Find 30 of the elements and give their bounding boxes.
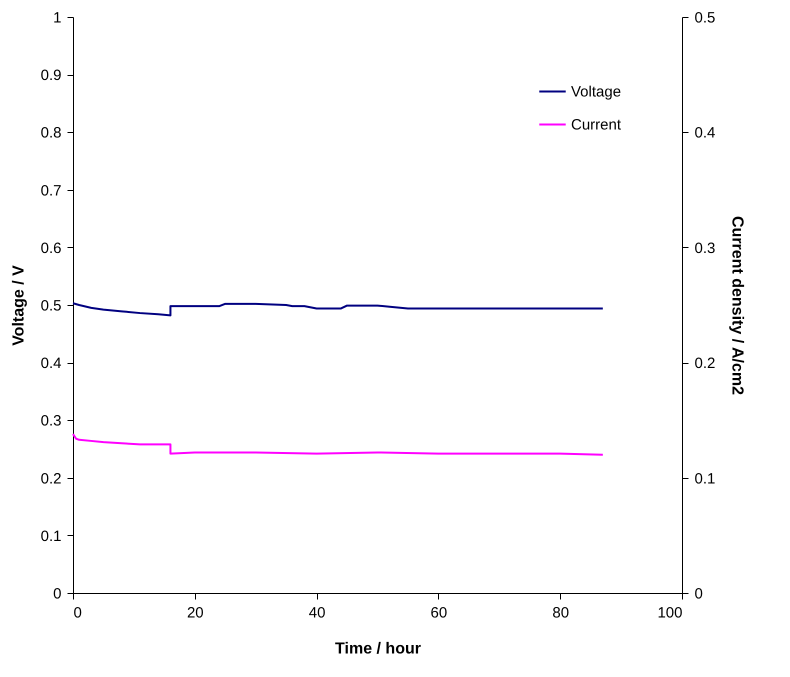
x-tick-label: 100 xyxy=(657,604,682,622)
legend-label: Voltage xyxy=(571,84,622,100)
x-tick-label: 60 xyxy=(430,604,448,622)
x-tick-label: 0 xyxy=(74,604,82,622)
y2-tick-label: 0.4 xyxy=(694,124,716,142)
x-axis-title: Time / hour xyxy=(335,640,421,658)
line-series xyxy=(72,302,604,316)
y-tick-label: 0.1 xyxy=(40,528,62,545)
y-tick-label: 0.8 xyxy=(40,124,62,142)
x-tick-label: 80 xyxy=(552,604,570,622)
y-tick-label: 0.6 xyxy=(40,240,62,257)
y-tick-label: 1 xyxy=(53,10,62,26)
y2-axis-title: Current density / A/cm2 xyxy=(728,216,746,396)
line-series xyxy=(72,433,604,456)
y2-tick-label: 0 xyxy=(694,586,703,602)
y-tick-label: 0.2 xyxy=(40,470,62,488)
y-tick-label: 0.5 xyxy=(40,298,62,314)
x-tick-label: 40 xyxy=(308,604,326,622)
y-tick-label: 0.7 xyxy=(40,182,62,200)
y-axis-title: Voltage / V xyxy=(10,264,28,346)
legend-label: Current xyxy=(571,116,622,134)
y2-tick-label: 0.3 xyxy=(694,240,716,257)
x-tick-label: 20 xyxy=(186,604,204,622)
y2-tick-label: 0.5 xyxy=(694,10,716,26)
y-tick-label: 0.3 xyxy=(40,412,62,430)
y2-tick-label: 0.1 xyxy=(694,470,716,488)
y-tick-label: 0.9 xyxy=(40,67,62,84)
y-tick-label: 0 xyxy=(53,586,62,602)
y2-tick-label: 0.2 xyxy=(694,355,716,372)
y-tick-label: 0.4 xyxy=(40,355,62,372)
